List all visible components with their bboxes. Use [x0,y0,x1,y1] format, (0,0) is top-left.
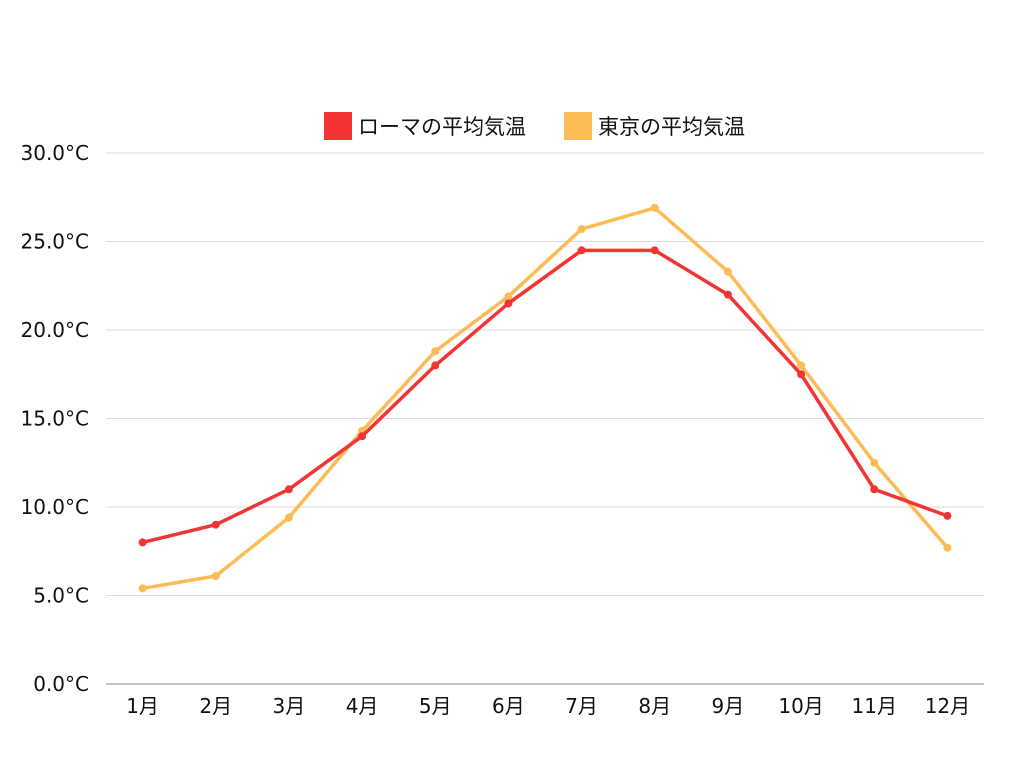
y-tick-label: 25.0°C [21,230,90,254]
legend-label[interactable]: 東京の平均気温 [598,115,745,139]
series-line [140,248,950,545]
y-tick-label: 10.0°C [21,495,90,519]
x-tick-label: 10月 [778,694,823,718]
data-point[interactable] [138,538,147,547]
data-point[interactable] [431,347,440,356]
data-point[interactable] [650,246,659,255]
y-axis: 0.0°C 5.0°C 10.0°C 15.0°C 20.0°C 25.0°C 30.0°C [21,141,90,696]
x-tick-label: 12月 [925,694,970,718]
data-point[interactable] [943,511,952,520]
data-point[interactable] [723,290,732,299]
x-tick-label: 4月 [346,694,379,718]
y-tick-label: 15.0°C [21,407,90,431]
data-point[interactable] [138,584,147,593]
data-point[interactable] [284,485,293,494]
data-point[interactable] [650,203,659,212]
x-tick-label: 2月 [199,694,232,718]
data-point[interactable] [870,458,879,467]
series-0 [138,246,952,547]
x-axis: 1月 2月 3月 4月 5月 6月 7月 8月 9月 10月 11月 12月 [106,683,984,718]
x-tick-label: 9月 [712,694,745,718]
data-point[interactable] [504,299,513,308]
data-point[interactable] [870,485,879,494]
x-tick-label: 5月 [419,694,452,718]
x-tick-label: 11月 [852,694,897,718]
y-tick-label: 0.0°C [33,672,89,696]
y-tick-label: 30.0°C [21,141,90,165]
y-tick-label: 5.0°C [33,584,89,608]
legend-swatch [324,112,352,140]
data-point[interactable] [431,361,440,370]
legend-swatch [564,112,592,140]
data-point[interactable] [797,370,806,379]
gridlines [106,152,984,596]
data-point[interactable] [797,361,806,370]
data-point[interactable] [577,246,586,255]
data-point[interactable] [358,432,367,441]
data-point[interactable] [284,513,293,522]
series-lines [138,203,952,593]
data-point[interactable] [943,543,952,552]
series-1 [138,203,952,593]
data-point[interactable] [211,520,220,529]
data-point[interactable] [723,267,732,276]
x-tick-label: 3月 [273,694,306,718]
legend: ローマの平均気温 東京の平均気温 [324,112,745,140]
data-point[interactable] [211,572,220,581]
series-line [140,206,950,591]
data-point[interactable] [504,292,513,301]
legend-label[interactable]: ローマの平均気温 [358,115,526,139]
x-tick-label: 7月 [565,694,598,718]
x-tick-label: 1月 [126,694,159,718]
data-point[interactable] [577,225,586,234]
x-tick-label: 6月 [492,694,525,718]
x-tick-label: 8月 [638,694,671,718]
y-tick-label: 20.0°C [21,318,90,342]
